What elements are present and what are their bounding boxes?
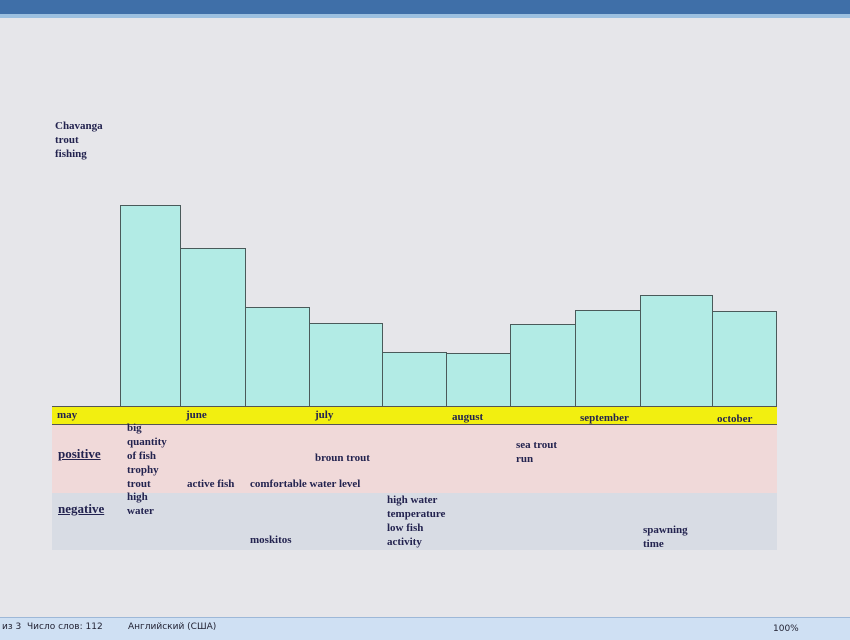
bar-shape (640, 295, 713, 407)
note-line: active fish (187, 478, 235, 490)
title-line: fishing (55, 148, 87, 160)
note-line: comfortable water level (250, 478, 361, 490)
bar-shape (180, 248, 246, 407)
note-line: trophy (127, 464, 159, 476)
language: Английский (США) (128, 622, 217, 632)
zoom: 100% (773, 624, 799, 634)
note-line: low fish (387, 522, 424, 534)
status-bar: из 3 Число слов: 112 Английский (США) 10… (0, 617, 850, 640)
note: active fish (187, 477, 234, 491)
note: broun trout (315, 451, 370, 465)
month: august (452, 411, 484, 423)
month: september (580, 412, 629, 424)
note: spawning time (643, 523, 688, 551)
bar-shape (382, 352, 447, 407)
bar-shape (712, 311, 777, 407)
note-line: water (127, 505, 154, 517)
note-line: run (516, 453, 534, 465)
note-line: time (643, 538, 664, 550)
month: may (57, 409, 78, 421)
note-line: moskitos (250, 534, 292, 546)
positive-band (52, 425, 777, 493)
note: high water temperature low fish activity (387, 493, 445, 549)
row-label: negative (58, 501, 105, 516)
bar-shape (120, 205, 181, 407)
note-line: big (127, 422, 142, 434)
note: big quantity of fish trophy trout (127, 421, 167, 491)
note-line: temperature (387, 508, 446, 520)
note-line: spawning (643, 524, 688, 536)
bar-shape (510, 324, 576, 407)
window-frame-edge (0, 14, 850, 18)
note: high water (127, 490, 154, 518)
row-label: positive (58, 446, 101, 461)
negative-band (52, 493, 777, 550)
note-line: of fish (127, 450, 157, 462)
note-line: high water (387, 494, 438, 506)
note-line: high (127, 491, 148, 503)
bar-shape (575, 310, 641, 407)
month: july (315, 409, 334, 421)
note: sea trout run (516, 438, 557, 466)
bar-shape (446, 353, 511, 407)
bar-shape (245, 307, 310, 407)
note-line: sea trout (516, 439, 558, 451)
month-strip (52, 406, 777, 425)
window-frame (0, 0, 850, 14)
month: june (186, 409, 207, 421)
note-line: trout (127, 478, 151, 490)
word-count: Число слов: 112 (27, 622, 103, 632)
bar-shape (309, 323, 383, 407)
title-line: trout (55, 134, 79, 146)
note-line: activity (387, 536, 422, 548)
page-count: из 3 (2, 622, 22, 632)
note: moskitos (250, 533, 292, 547)
month: october (717, 413, 753, 425)
title-line: Chavanga (55, 120, 103, 132)
note-line: broun trout (315, 452, 370, 464)
note: comfortable water level (250, 477, 360, 491)
title: Chavanga trout fishing (55, 119, 103, 161)
note-line: quantity (127, 436, 167, 448)
